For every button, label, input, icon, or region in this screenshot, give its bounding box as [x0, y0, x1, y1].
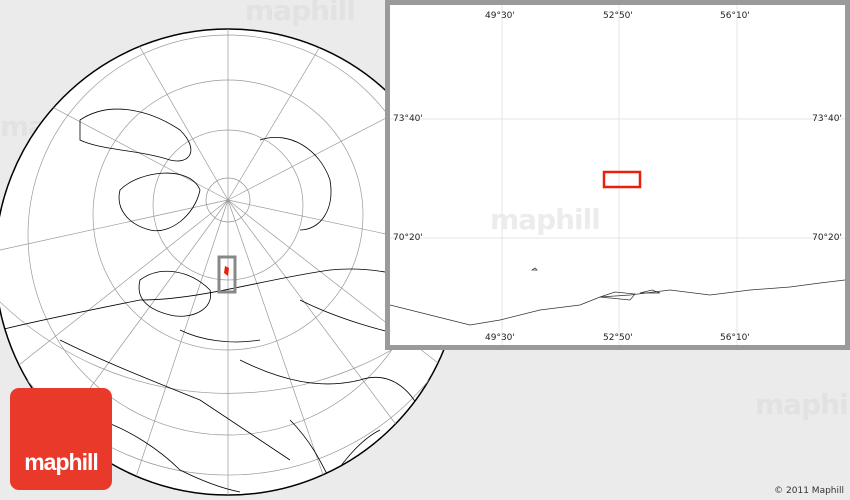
region-frame — [217, 255, 237, 294]
copyright: © 2011 Maphill — [774, 486, 844, 496]
region-highlight — [224, 266, 229, 276]
maphill-logo[interactable]: maphill — [10, 388, 112, 490]
watermark: maphill — [245, 0, 356, 27]
longitude-label: 56°10' — [720, 333, 750, 343]
longitude-label: 56°10' — [720, 11, 750, 21]
location-marker — [602, 170, 642, 189]
longitude-label: 49°30' — [485, 11, 515, 21]
inset-graticule — [390, 5, 845, 345]
inset-map: maphill 49°30' 52°50' 56°10' 49°30' 52°5… — [385, 0, 850, 350]
watermark: maphill — [490, 203, 601, 236]
latitude-label: 73°40' — [393, 114, 423, 124]
longitude-label: 52°50' — [603, 11, 633, 21]
logo-text: maphill — [24, 449, 99, 475]
islands — [530, 267, 661, 301]
watermark: maphill — [755, 388, 850, 421]
longitude-label: 52°50' — [603, 333, 633, 343]
graticule — [0, 29, 461, 495]
latitude-label: 73°40' — [812, 114, 842, 124]
coastline — [390, 279, 845, 326]
latitude-label: 70°20' — [393, 233, 423, 243]
longitude-label: 49°30' — [485, 333, 515, 343]
globe-map — [0, 28, 462, 496]
latitude-label: 70°20' — [812, 233, 842, 243]
